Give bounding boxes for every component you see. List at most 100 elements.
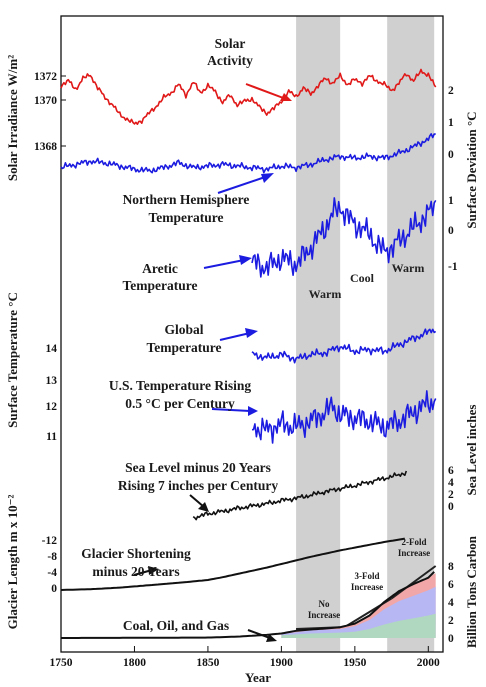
glacier-arrowhead bbox=[148, 566, 159, 575]
carbon-axis-title: Billion Tons Carbon bbox=[464, 535, 479, 648]
arctic-arrow bbox=[203, 259, 245, 269]
nh-arrow bbox=[217, 175, 269, 194]
arctic-label-1: Aretic bbox=[142, 261, 178, 276]
sea-arrow bbox=[189, 494, 205, 508]
glacier-tick-0: 0 bbox=[51, 583, 57, 595]
period-label-warm-1: Warm bbox=[309, 287, 342, 301]
x-tick-label-1900: 1900 bbox=[270, 657, 293, 669]
plot-frame bbox=[60, 15, 444, 653]
coal-arrowhead bbox=[266, 634, 277, 642]
x-tick-label-1950: 1950 bbox=[343, 657, 366, 669]
shaded-period-1 bbox=[296, 16, 341, 652]
x-axis: 1750 1800 1850 1900 1950 2000 bbox=[50, 646, 440, 669]
global-arrowhead bbox=[245, 328, 258, 338]
sea-level-axis-title: Sea Level inches bbox=[464, 405, 479, 496]
x-tick-label-2000: 2000 bbox=[417, 657, 440, 669]
sea-tick-6: 6 bbox=[448, 465, 454, 477]
emission-area-3 bbox=[281, 613, 436, 638]
series-line-coal-oil-and-gas bbox=[61, 571, 435, 639]
no-increase-label-1: No bbox=[319, 599, 330, 609]
sea-tick-0: 0 bbox=[448, 501, 454, 513]
nh-label-1: Northern Hemisphere bbox=[123, 192, 250, 207]
series-line-sea-level bbox=[192, 470, 408, 521]
carbon-ticks: 8 6 4 2 0 bbox=[448, 561, 454, 645]
series-line-glacier-shortening bbox=[60, 537, 405, 591]
sea-arrowhead bbox=[198, 502, 209, 512]
nh-label-2: Temperature bbox=[149, 210, 224, 225]
x-tick-label-1850: 1850 bbox=[196, 657, 219, 669]
glacier-label-2: minus 20 Years bbox=[92, 564, 179, 579]
sea-level-ticks: 6 4 2 0 bbox=[448, 465, 454, 513]
period-labels: Warm Cool Warm bbox=[309, 261, 425, 301]
glacier-label-1: Glacier Shortening bbox=[81, 546, 191, 561]
three-fold-label-1: 3-Fold bbox=[354, 571, 379, 581]
deviation-tick-neg1: -1 bbox=[448, 261, 458, 273]
us-arrowhead bbox=[248, 406, 258, 416]
x-tick-label-1800: 1800 bbox=[123, 657, 146, 669]
sea-tick-2: 2 bbox=[448, 489, 454, 501]
no-increase-label-2: Increase bbox=[308, 610, 340, 620]
global-label-2: Temperature bbox=[147, 340, 222, 355]
period-label-cool: Cool bbox=[350, 271, 375, 285]
period-label-warm-2: Warm bbox=[392, 261, 425, 275]
deviation-ticks: 2 1 0 1 0 -1 bbox=[448, 85, 458, 273]
series-line-solar-activity bbox=[60, 68, 437, 125]
solar-arrowhead bbox=[280, 93, 292, 101]
series-line-global-temperature bbox=[251, 328, 437, 364]
three-fold-label-2: Increase bbox=[351, 582, 383, 592]
two-fold-label-1: 2-Fold bbox=[401, 537, 426, 547]
glacier-tick-neg8: -8 bbox=[47, 551, 57, 563]
deviation-tick-2: 2 bbox=[448, 85, 454, 97]
emission-trend-3 bbox=[390, 565, 437, 600]
carbon-tick-0: 0 bbox=[448, 633, 454, 645]
solar-tick-1368: 1368 bbox=[34, 141, 57, 153]
surface-temp-tick-11: 11 bbox=[46, 431, 57, 443]
series-line-u-s-temperature bbox=[251, 390, 437, 444]
us-arrow bbox=[211, 408, 251, 412]
surface-temp-ticks: 14 13 12 11 bbox=[46, 343, 58, 443]
solar-label-2: Activity bbox=[207, 53, 253, 68]
surface-temp-tick-12: 12 bbox=[46, 401, 58, 413]
nh-arrowhead bbox=[261, 173, 274, 183]
global-arrow bbox=[219, 332, 251, 341]
series-line-northern-hemisphere-temperature bbox=[60, 133, 436, 174]
series-layer bbox=[60, 68, 437, 639]
us-label-1: U.S. Temperature Rising bbox=[109, 378, 252, 393]
deviation-tick-1b: 1 bbox=[448, 195, 454, 207]
surface-temp-tick-13: 13 bbox=[46, 375, 58, 387]
x-axis-title: Year bbox=[245, 670, 271, 685]
series-annotations: Solar Activity Northern Hemisphere Tempe… bbox=[81, 36, 430, 633]
glacier-tick-neg12: -12 bbox=[42, 535, 58, 547]
solar-arrow bbox=[245, 83, 287, 100]
deviation-tick-0: 0 bbox=[448, 149, 454, 161]
carbon-tick-6: 6 bbox=[448, 579, 454, 591]
coal-label: Coal, Oil, and Gas bbox=[123, 618, 229, 633]
annotation-arrows bbox=[133, 83, 292, 642]
deviation-tick-0b: 0 bbox=[448, 225, 454, 237]
carbon-tick-4: 4 bbox=[448, 597, 454, 609]
surface-temp-tick-14: 14 bbox=[46, 343, 58, 355]
sea-label-1: Sea Level minus 20 Years bbox=[125, 460, 271, 475]
sea-tick-4: 4 bbox=[448, 477, 454, 489]
two-fold-label-2: Increase bbox=[398, 548, 430, 558]
glacier-tick-neg4: -4 bbox=[47, 567, 57, 579]
surface-temperature-axis-title: Surface Temperature °C bbox=[5, 292, 20, 428]
sea-label-2: Rising 7 inches per Century bbox=[118, 478, 279, 493]
solar-axis-title: Solar Irradiance W/m² bbox=[5, 55, 20, 181]
solar-label-1: Solar bbox=[215, 36, 246, 51]
global-label-1: Global bbox=[164, 322, 203, 337]
carbon-tick-8: 8 bbox=[448, 561, 454, 573]
glacier-ticks: -12 -8 -4 0 bbox=[42, 535, 58, 595]
glacier-axis-title: Glacier Length m x 10⁻² bbox=[5, 495, 20, 630]
solar-ticks: 1372 1370 1368 bbox=[34, 71, 66, 153]
arctic-label-2: Temperature bbox=[123, 278, 198, 293]
series-line-aretic-temperature bbox=[251, 197, 437, 278]
solar-tick-1372: 1372 bbox=[34, 71, 57, 83]
arctic-arrowhead bbox=[239, 255, 252, 265]
carbon-tick-2: 2 bbox=[448, 615, 454, 627]
solar-tick-1370: 1370 bbox=[34, 95, 57, 107]
us-label-2: 0.5 °C per Century bbox=[125, 396, 235, 411]
coal-arrow bbox=[247, 629, 271, 639]
surface-deviation-axis-title: Surface Deviation °C bbox=[464, 111, 479, 228]
